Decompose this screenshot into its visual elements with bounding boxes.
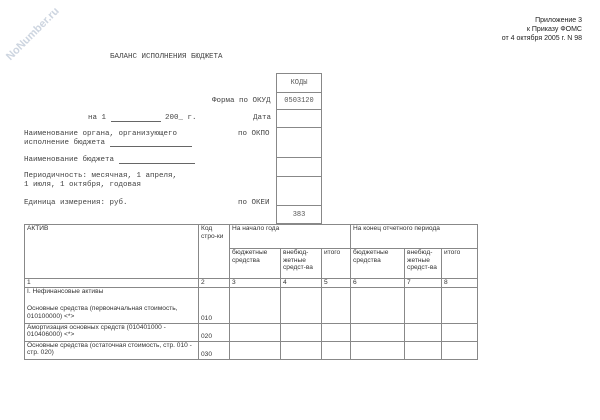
cell[interactable] [320,322,352,342]
okpo-code[interactable] [276,127,322,158]
budget-label: Наименование бюджета [24,156,115,164]
cell[interactable] [404,322,443,342]
budget-code[interactable] [276,157,322,177]
okei-code: 383 [276,205,322,224]
period-label: Периодичность: месячная, 1 апреля, [24,172,178,180]
cell[interactable] [229,322,281,342]
appendix-line: к Приказу ФОМС [526,26,582,33]
section-title: I. Нефинансовые активы [27,287,104,295]
header-end: На конец отчетного периода [350,224,479,249]
appendix-note: Приложение 3 к Приказу ФОМС от 4 октября… [502,16,582,43]
col-num: 2 [198,278,230,288]
row-code: 030 [198,340,230,360]
cell[interactable] [404,286,443,324]
date-field[interactable] [110,121,161,122]
cell[interactable] [350,322,406,342]
cell[interactable] [441,286,479,324]
codes-header: КОДЫ [276,73,322,93]
appendix-line: от 4 октября 2005 г. N 98 [501,35,582,42]
header-start: На начало года [228,224,352,249]
col-num: 5 [320,278,352,288]
subheader: внебюд-жетные средст-ва [280,248,322,279]
period-label-2: 1 июля, 1 октября, годовая [24,181,142,189]
cell[interactable] [280,286,322,324]
balance-table: АКТИВ Код стро-ки На начало года На коне… [24,224,479,360]
row-name: I. Нефинансовые активы Основные средства … [24,286,199,324]
okpo-label: по ОКПО [238,130,270,138]
cell[interactable] [229,340,281,360]
cell[interactable] [320,340,352,360]
page-title: БАЛАНС ИСПОЛНЕНИЯ БЮДЖЕТА [110,53,223,61]
cell[interactable] [229,286,281,324]
appendix-line: Приложение 3 [535,17,582,24]
unit-label: Единица измерения: руб. [24,199,128,207]
col-num: 6 [350,278,406,288]
cell[interactable] [441,322,479,342]
col-num: 3 [229,278,281,288]
period-code[interactable] [276,176,322,206]
date-label: Дата [253,114,272,122]
cell[interactable] [404,340,443,360]
cell[interactable] [280,340,322,360]
date-line: на 1 200_ г. [88,114,197,122]
codes-box: КОДЫ 0503120 383 [276,73,322,224]
date-year: 200_ г. [165,114,197,122]
date-code[interactable] [276,109,322,128]
row-code: 010 [198,286,230,324]
watermark: NoNumber.ru [3,5,62,63]
header-code: Код стро-ки [198,224,230,279]
table-row: I. Нефинансовые активы Основные средства … [24,286,479,324]
budget-field[interactable] [118,163,195,164]
col-num: 4 [280,278,322,288]
col-num: 7 [404,278,443,288]
cell[interactable] [350,340,406,360]
okud-label: Форма по ОКУД [212,97,271,105]
header-asset: АКТИВ [24,224,199,279]
cell[interactable] [280,322,322,342]
org-label: Наименование органа, организующего [24,130,178,138]
row-name: Амортизация основных средств (010401000 … [24,322,199,342]
cell[interactable] [320,286,352,324]
table-row: Основные средства (остаточная стоимость,… [24,340,479,360]
org-line: исполнение бюджета [24,139,192,147]
col-num: 1 [24,278,199,288]
org-field[interactable] [109,146,192,147]
okei-label: по ОКЕИ [238,199,270,207]
subheader: внебюд-жетные средст-ва [404,248,443,279]
row-label: Основные средства (первоначальная стоимо… [27,305,178,320]
table-row: Амортизация основных средств (010401000 … [24,322,479,342]
row-code: 020 [198,322,230,342]
subheader: бюджетные средства [229,248,281,279]
subheader: итого [320,248,352,279]
subheader: бюджетные средства [350,248,406,279]
cell[interactable] [350,286,406,324]
row-name: Основные средства (остаточная стоимость,… [24,340,199,360]
cell[interactable] [441,340,479,360]
date-prefix: на 1 [88,114,107,122]
col-num: 8 [441,278,479,288]
okud-code: 0503120 [276,92,322,110]
subheader: итого [441,248,479,279]
org-label-2: исполнение бюджета [24,139,106,147]
budget-line: Наименование бюджета [24,156,195,164]
